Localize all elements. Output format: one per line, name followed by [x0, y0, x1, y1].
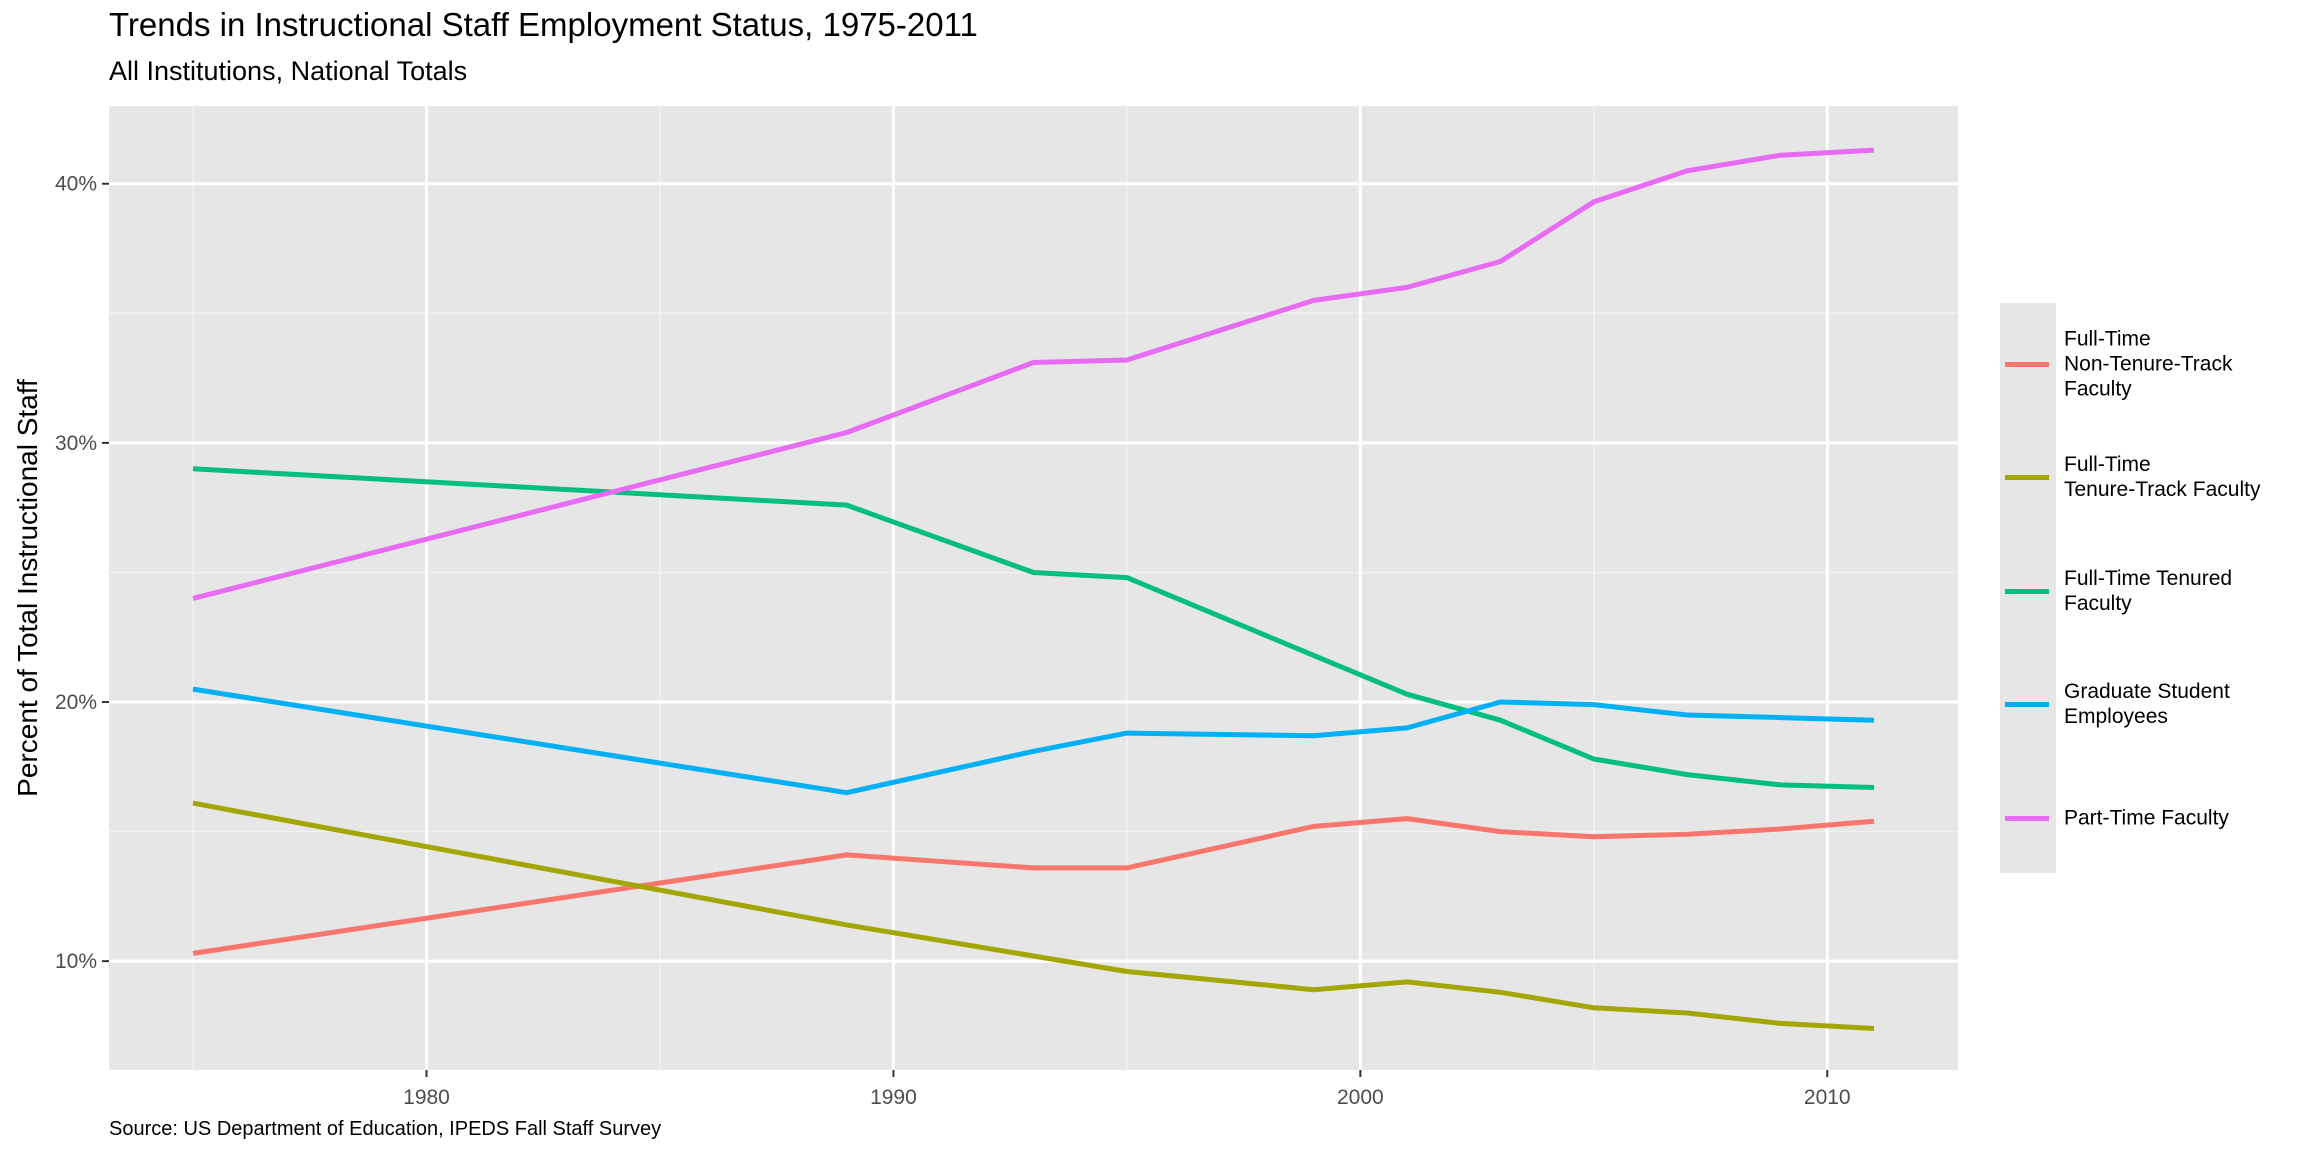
series-line-2 [192, 466, 1875, 790]
legend-label-2: Full-Time Tenured Faculty [2064, 567, 2233, 615]
grid-minor [109, 106, 1958, 1070]
legend-label-0: Full-Time Non-Tenure-Track Faculty [2064, 327, 2233, 401]
legend-swatch-4 [2005, 816, 2049, 821]
series-line-4 [192, 147, 1875, 601]
y-tick-label-30: 30% [55, 432, 97, 455]
x-tick-label-1990: 1990 [870, 1086, 917, 1109]
x-tick-label-2010: 2010 [1804, 1086, 1851, 1109]
chart-subtitle: All Institutions, National Totals [109, 56, 468, 86]
series-line-3 [192, 686, 1875, 796]
tick-labels: 1980 1990 2000 2010 10% 20% 30% 40% [55, 173, 1851, 1109]
chart-title: Trends in Instructional Staff Employment… [109, 6, 978, 43]
legend-item-2: Full-Time Tenured Faculty [2000, 556, 2300, 626]
series-line-1 [192, 800, 1875, 1031]
y-axis-label-container: Percent of Total Instructional Staff [8, 106, 48, 1070]
y-tick-label-40: 40% [55, 173, 97, 196]
legend-item-1: Full-Time Tenure-Track Faculty [2000, 442, 2300, 512]
y-tick-label-10: 10% [55, 950, 97, 973]
y-axis-label: Percent of Total Instructional Staff [12, 379, 43, 797]
grid-major [109, 106, 1958, 1070]
legend-swatch-1 [2005, 475, 2049, 480]
legend-item-3: Graduate Student Employees [2000, 669, 2300, 739]
series-lines [192, 147, 1875, 1031]
plot-panel [109, 106, 1958, 1070]
legend-item-0: Full-Time Non-Tenure-Track Faculty [2000, 328, 2300, 401]
legend-swatch-2 [2005, 589, 2049, 594]
legend-item-4: Part-Time Faculty [2000, 783, 2300, 853]
legend-label-1: Full-Time Tenure-Track Faculty [2064, 453, 2261, 501]
legend-key-background [2000, 303, 2056, 873]
legend-label-4: Part-Time Faculty [2064, 806, 2229, 830]
x-tick-label-2000: 2000 [1337, 1086, 1384, 1109]
legend-label-3: Graduate Student Employees [2064, 680, 2230, 728]
x-tick-label-1980: 1980 [403, 1086, 450, 1109]
legend-swatch-3 [2005, 702, 2049, 707]
axis-ticks [102, 182, 1829, 1077]
legend-swatch-0 [2005, 362, 2049, 367]
y-tick-label-20: 20% [55, 691, 97, 714]
chart-caption: Source: US Department of Education, IPED… [109, 1118, 662, 1140]
series-line-0 [192, 816, 1875, 956]
